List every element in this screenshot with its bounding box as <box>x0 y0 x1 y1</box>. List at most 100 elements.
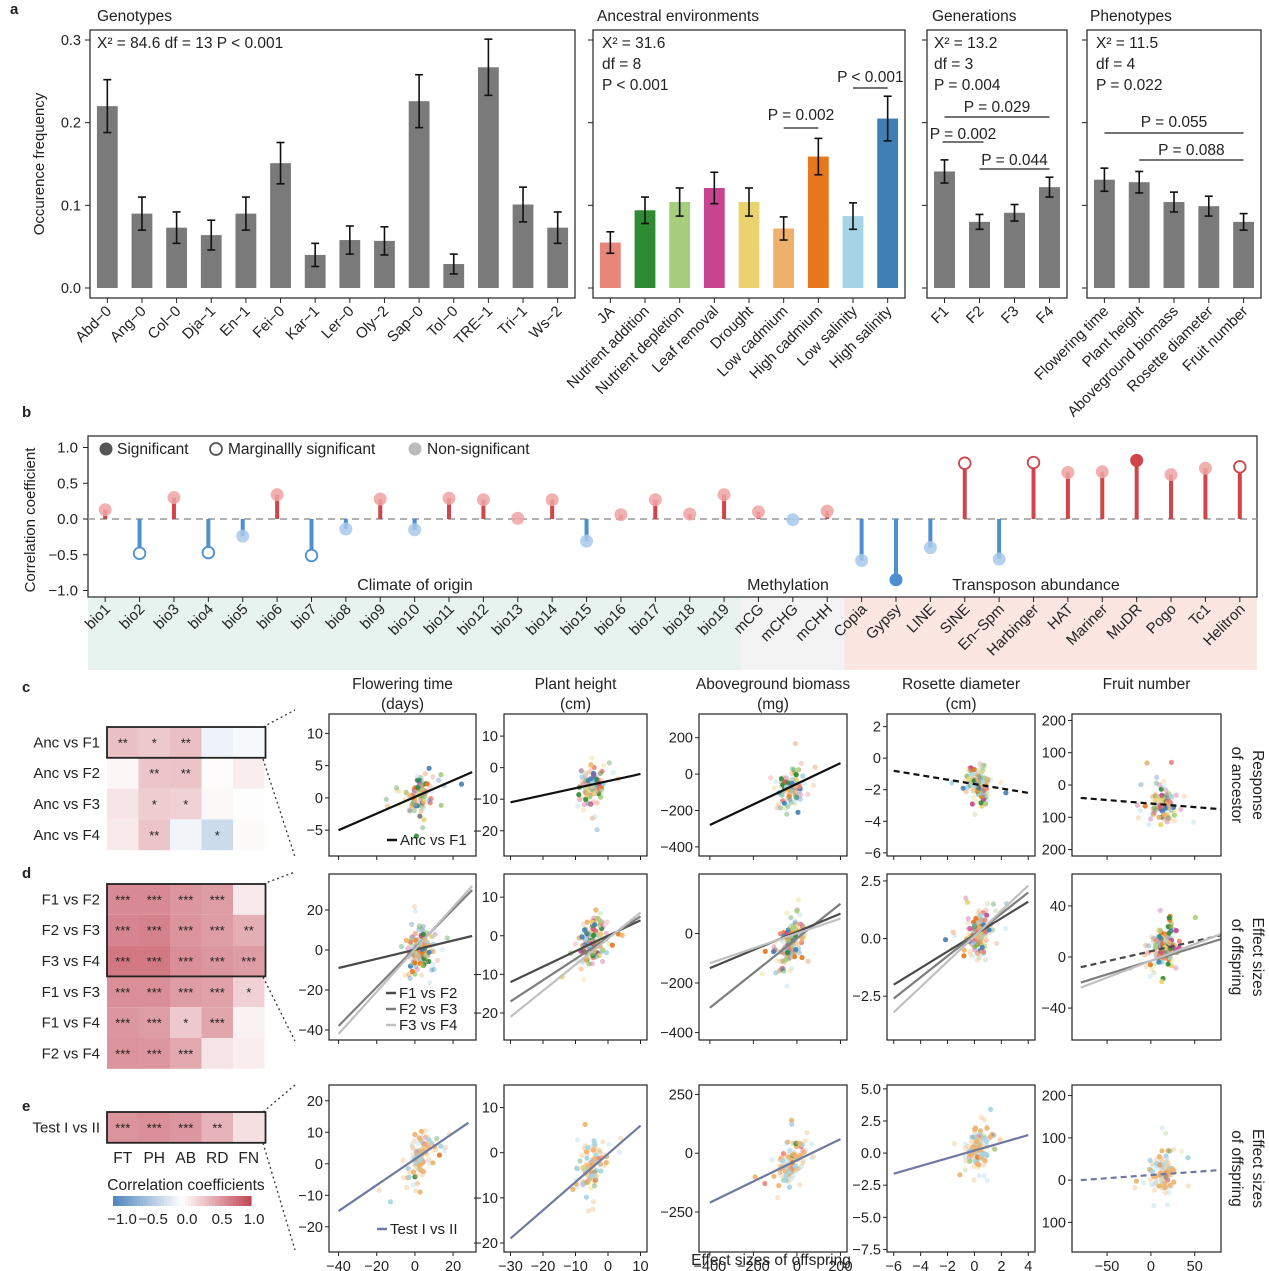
scatter-point <box>977 1128 984 1134</box>
comparison-label: P = 0.055 <box>1141 114 1208 131</box>
scatter-point <box>588 762 594 768</box>
scatter-column-unit: (mg) <box>757 696 789 713</box>
scatter-point <box>413 1148 420 1154</box>
heatmap-e-row-label: Test I vs II <box>32 1119 100 1136</box>
colorbar-segment <box>131 1196 135 1206</box>
scatter-point <box>411 790 418 796</box>
scatter-point <box>787 795 793 801</box>
scatter-point <box>1152 807 1158 813</box>
scatter-point <box>572 941 578 947</box>
lollipop-head-nonsignificant <box>751 505 765 519</box>
scatter-point <box>1143 964 1149 970</box>
bar <box>703 187 725 288</box>
scatter-point <box>597 770 604 777</box>
colorbar-segment <box>230 1196 234 1206</box>
scatter-point <box>994 940 1000 947</box>
y-tick-label: 2 <box>873 720 881 736</box>
scatter-point <box>784 1139 791 1145</box>
heat-stars: *** <box>147 985 162 1000</box>
scatter-point <box>979 794 985 800</box>
heat-stars: *** <box>147 1120 162 1135</box>
heat-cell <box>138 1112 170 1143</box>
stat-text: X² = 84.6 df = 13 P < 0.001 <box>97 35 283 52</box>
scatter-point <box>598 931 604 937</box>
y-tick-label: 0 <box>1058 950 1066 966</box>
bar <box>934 171 955 288</box>
bar <box>408 101 430 288</box>
y-tick-label: 10 <box>482 729 498 745</box>
lollipop-head-nonsignificant <box>545 493 559 507</box>
scatter-point <box>417 1157 423 1163</box>
scatter-point <box>418 778 424 784</box>
lollipop-head-nonsignificant <box>1095 465 1109 479</box>
scatter-point <box>981 1132 987 1138</box>
scatter-point <box>426 1156 432 1163</box>
heat-cell <box>233 727 265 758</box>
scatter-point <box>1166 930 1172 936</box>
scatter-panel-r2-c2: 250 0 −250 −400 −200 0 200 <box>660 1084 853 1271</box>
scatter-point <box>942 937 949 943</box>
scatter-row-title: Effect sizes <box>1249 918 1266 997</box>
y-tick-label: 0.3 <box>61 33 81 49</box>
scatter-point <box>1185 1183 1191 1189</box>
x-tick-label: Col−0 <box>144 303 184 343</box>
scatter-point <box>416 1162 422 1168</box>
scatter-point <box>583 1149 590 1155</box>
heat-stars: *** <box>147 1016 162 1031</box>
scatter-point <box>407 793 413 799</box>
scatter-point <box>442 1144 449 1150</box>
scatter-point <box>412 1174 418 1180</box>
connector-dotted <box>262 758 296 858</box>
regression-line <box>509 911 642 1018</box>
scatter-point <box>1161 778 1167 784</box>
colorbar-segment <box>227 1196 231 1206</box>
y-axis-label: Correlation coefficient <box>22 447 39 593</box>
scatter-point <box>970 953 976 959</box>
scatter-point <box>950 929 956 935</box>
scatter-point <box>971 1134 977 1140</box>
x-tick-label: −20 <box>364 1259 389 1271</box>
x-tick-label: −400 <box>694 1259 727 1271</box>
regression-line <box>510 772 641 804</box>
scatter-point <box>1167 1182 1173 1188</box>
regression-line <box>338 934 473 970</box>
scatter-point <box>578 795 585 801</box>
scatter-point <box>582 789 588 796</box>
scatter-point <box>407 807 413 813</box>
scatter-point <box>1185 1155 1191 1161</box>
legend-label: F1 vs F2 <box>399 985 457 1002</box>
plot-frame <box>89 29 576 299</box>
scatter-point <box>1162 1184 1168 1191</box>
scatter-point <box>796 788 803 794</box>
heat-cell <box>138 914 170 946</box>
bar <box>842 216 864 288</box>
heatmaps: Anc vs F1 ** * **Anc vs F2 ** **Anc vs F3 * *An… <box>32 709 296 1251</box>
scatter-point <box>1151 1182 1157 1188</box>
scatter-point <box>589 1172 596 1179</box>
y-tick-label: 0.0 <box>61 281 81 297</box>
scatter-point <box>980 791 987 797</box>
colorbar-segment <box>161 1196 165 1206</box>
scatter-point <box>1164 1202 1170 1208</box>
scatter-point <box>407 939 413 945</box>
x-tick-label: 200 <box>828 1259 852 1271</box>
scatter-point <box>419 1172 425 1178</box>
scatter-point <box>762 1180 768 1187</box>
regression-line <box>337 885 473 1035</box>
scatter-point <box>1159 792 1165 799</box>
scatter-point <box>1158 822 1164 828</box>
scatter-point <box>581 1179 587 1186</box>
scatter-point <box>964 899 971 905</box>
scatter-point <box>1158 786 1164 792</box>
scatter-point <box>1166 1170 1172 1176</box>
bar <box>1233 221 1255 288</box>
x-tick-label: −4 <box>912 1259 929 1271</box>
heat-cell <box>138 819 170 851</box>
y-tick-label: 20 <box>307 1094 323 1110</box>
scatter-point <box>1167 955 1173 961</box>
scatter-point <box>1163 1174 1170 1180</box>
y-tick-label: 0 <box>685 767 693 783</box>
scatter-point <box>968 1139 975 1145</box>
scatter-point <box>1153 1178 1159 1184</box>
scatter-point <box>1160 1163 1166 1169</box>
